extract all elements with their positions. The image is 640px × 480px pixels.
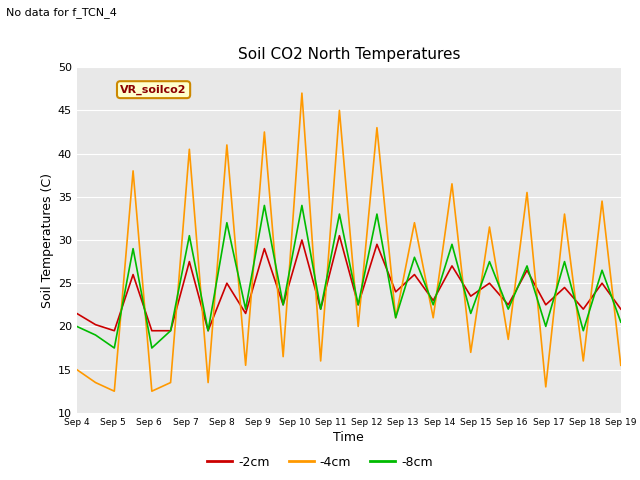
-2cm [579,306,587,312]
-4cm [542,384,550,390]
-8cm [411,254,419,260]
-8cm [504,306,512,312]
-2cm [561,285,568,290]
-4cm [204,380,212,385]
-4cm [92,380,99,385]
-2cm [223,280,230,286]
-4cm [167,380,175,385]
-2cm [523,267,531,273]
Line: -8cm: -8cm [77,205,621,348]
Title: Soil CO2 North Temperatures: Soil CO2 North Temperatures [237,47,460,62]
-8cm [598,267,606,273]
-2cm [448,263,456,269]
-2cm [279,302,287,308]
-4cm [373,125,381,131]
-4cm [392,315,399,321]
-8cm [355,302,362,308]
-4cm [242,362,250,368]
-2cm [355,302,362,308]
-4cm [335,108,343,113]
-2cm [392,289,399,295]
-4cm [317,358,324,364]
-4cm [579,358,587,364]
-8cm [148,345,156,351]
-2cm [617,306,625,312]
-4cm [411,220,419,226]
Line: -2cm: -2cm [77,236,621,331]
-8cm [111,345,118,351]
-4cm [598,198,606,204]
-8cm [260,203,268,208]
-2cm [73,311,81,316]
-8cm [167,328,175,334]
-8cm [448,241,456,247]
-2cm [598,280,606,286]
-2cm [92,322,99,327]
-8cm [317,306,324,312]
-8cm [467,311,475,316]
-2cm [242,311,250,316]
-2cm [148,328,156,334]
-2cm [504,302,512,308]
-2cm [317,306,324,312]
-4cm [429,315,437,321]
-2cm [542,302,550,308]
-2cm [167,328,175,334]
-2cm [204,328,212,334]
-2cm [429,298,437,303]
-8cm [561,259,568,264]
-2cm [260,246,268,252]
-8cm [204,328,212,334]
-8cm [373,211,381,217]
-8cm [579,328,587,334]
-8cm [542,324,550,329]
-8cm [73,324,81,329]
-2cm [335,233,343,239]
-4cm [617,362,625,368]
-8cm [129,246,137,252]
-4cm [561,211,568,217]
-2cm [486,280,493,286]
-4cm [111,388,118,394]
-4cm [523,190,531,195]
Text: VR_soilco2: VR_soilco2 [120,84,187,95]
-4cm [148,388,156,394]
-8cm [523,263,531,269]
Line: -4cm: -4cm [77,93,621,391]
-8cm [279,302,287,308]
-2cm [298,237,306,243]
-4cm [467,349,475,355]
-2cm [111,328,118,334]
-2cm [186,259,193,264]
-4cm [355,324,362,329]
-4cm [260,129,268,135]
-4cm [186,146,193,152]
-8cm [242,306,250,312]
-4cm [448,181,456,187]
-8cm [92,332,99,338]
-8cm [392,315,399,321]
-8cm [335,211,343,217]
-2cm [373,241,381,247]
-8cm [298,203,306,208]
-4cm [486,224,493,230]
-4cm [279,354,287,360]
-4cm [73,367,81,372]
-8cm [617,319,625,325]
X-axis label: Time: Time [333,431,364,444]
-8cm [429,302,437,308]
-4cm [298,90,306,96]
Y-axis label: Soil Temperatures (C): Soil Temperatures (C) [41,172,54,308]
-2cm [411,272,419,277]
-4cm [223,142,230,148]
Text: No data for f_TCN_4: No data for f_TCN_4 [6,7,117,18]
Legend: -2cm, -4cm, -8cm: -2cm, -4cm, -8cm [202,451,438,474]
-8cm [186,233,193,239]
-2cm [467,293,475,299]
-4cm [129,168,137,174]
-8cm [223,220,230,226]
-4cm [504,336,512,342]
-8cm [486,259,493,264]
-2cm [129,272,137,277]
